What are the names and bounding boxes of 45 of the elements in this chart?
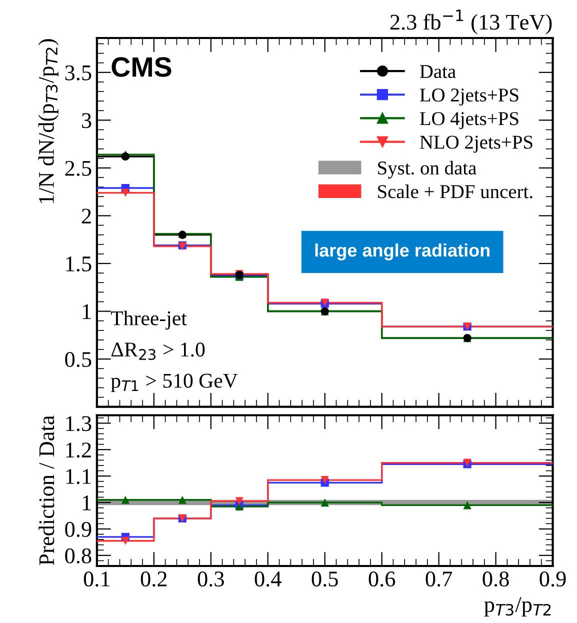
x-tick-label: 0.4 [254, 572, 282, 587]
legend-label: Data [420, 65, 456, 78]
legend-label: Scale + PDF uncert. [378, 184, 532, 198]
annotation: CMS [112, 57, 172, 77]
y-tick-label: 1 [82, 496, 91, 510]
x-tick-label: 0.9 [540, 572, 566, 587]
point [178, 496, 186, 504]
y-tick-label: 0.5 [65, 352, 92, 368]
y-tick-label: 1.1 [66, 469, 91, 484]
annotation: large angle radiation [315, 243, 490, 260]
point [121, 496, 130, 504]
y-tick-label: 1.2 [66, 442, 91, 458]
y-axis-title: Prediction / Data [38, 416, 54, 566]
x-tick-label: 0.8 [482, 572, 509, 587]
x-tick-label: 0.5 [312, 572, 338, 587]
x-tick-label: 0.6 [368, 572, 396, 587]
legend-label: NLO 2jets+PS [420, 136, 532, 153]
legend-label: LO 2jets+PS [420, 88, 518, 106]
point [121, 536, 130, 545]
y-tick-label: 3 [82, 113, 92, 128]
chart-title: 2.3 fb$^{−1}$ (13 TeV) [390, 10, 552, 34]
x-axis-title: p$_{T3}$/p$_{T2}$ [484, 597, 551, 617]
point [235, 497, 244, 506]
point [463, 501, 472, 510]
point [121, 188, 130, 197]
y-axis-title: 1/N dN/d(p$_{T3}$/p$_{T2}$) [38, 39, 58, 204]
y-tick-label: 0.8 [65, 548, 92, 564]
point [320, 498, 329, 507]
point [320, 476, 329, 484]
legend-label: Syst. on data [378, 160, 476, 179]
y-tick-label: 3.5 [65, 65, 92, 80]
y-tick-label: 1.5 [66, 256, 92, 272]
annotation: p$_{T1}$ > 510 GeV [110, 374, 238, 392]
y-tick-label: 2 [82, 208, 91, 224]
legend-label: LO 4jets+PS [420, 112, 518, 130]
y-tick-label: 1 [82, 304, 91, 319]
y-tick-label: 0.9 [65, 522, 92, 537]
x-tick-label: 0.2 [140, 572, 167, 587]
x-tick-label: 0.1 [84, 572, 110, 587]
annotation: Three-jet [110, 310, 187, 330]
x-tick-label: 0.3 [198, 572, 224, 587]
x-tick-label: 0.7 [426, 572, 452, 587]
annotation: ΔR$_{23}$ > 1.0 [111, 342, 205, 360]
y-tick-label: 2.5 [65, 160, 92, 176]
y-tick-label: 1.3 [66, 416, 92, 432]
